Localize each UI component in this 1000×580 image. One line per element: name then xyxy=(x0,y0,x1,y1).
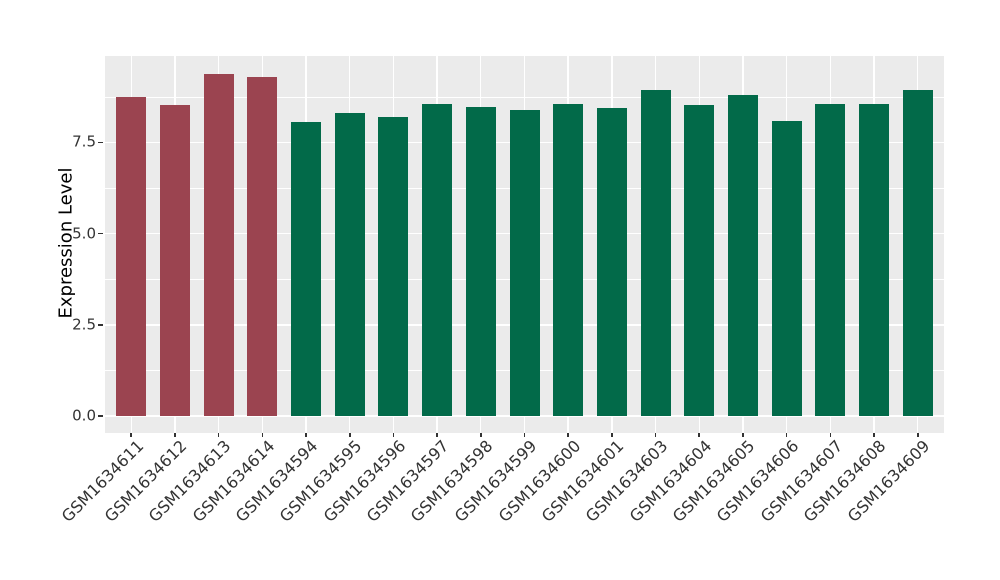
y-tick-label: 7.5 xyxy=(72,133,96,152)
bar-GSM1634614 xyxy=(247,77,278,416)
x-axis-tick xyxy=(785,433,788,437)
y-tick-label: 5.0 xyxy=(72,224,96,243)
bar-GSM1634597 xyxy=(422,104,453,416)
bar-GSM1634601 xyxy=(596,108,627,416)
y-tick-label: 2.5 xyxy=(72,315,96,334)
y-axis-title: Expression Level xyxy=(55,167,77,319)
y-axis-tick xyxy=(98,141,103,144)
x-axis-tick xyxy=(392,433,395,437)
x-axis-tick xyxy=(654,433,657,437)
bar-GSM1634598 xyxy=(465,107,496,416)
bar-GSM1634605 xyxy=(727,95,758,416)
x-axis-tick xyxy=(217,433,220,437)
x-axis-tick xyxy=(916,433,919,437)
x-axis-tick xyxy=(567,433,569,437)
bar-GSM1634594 xyxy=(291,121,321,416)
y-axis-tick xyxy=(98,324,103,326)
bar-GSM1634607 xyxy=(815,104,846,416)
bar-GSM1634611 xyxy=(116,97,147,416)
x-axis-tick xyxy=(742,433,744,437)
bar-GSM1634603 xyxy=(640,90,671,416)
bar-GSM1634604 xyxy=(684,104,715,416)
x-axis-tick xyxy=(873,433,875,437)
bar-GSM1634599 xyxy=(509,109,540,416)
x-axis-tick xyxy=(174,433,176,437)
x-axis-tick xyxy=(480,433,482,437)
bar-GSM1634606 xyxy=(771,120,802,416)
x-axis-tick xyxy=(261,433,264,437)
x-axis-tick xyxy=(698,433,701,437)
x-axis-tick xyxy=(829,433,832,437)
x-axis-tick xyxy=(523,433,526,437)
bar-GSM1634612 xyxy=(159,105,190,416)
bar-GSM1634600 xyxy=(553,104,584,416)
x-axis-tick xyxy=(348,433,351,437)
bar-GSM1634609 xyxy=(902,89,933,416)
x-axis-tick xyxy=(130,433,132,437)
x-axis-tick xyxy=(611,433,613,437)
bar-GSM1634613 xyxy=(203,74,234,416)
x-axis-tick xyxy=(436,433,438,437)
y-axis-tick xyxy=(98,232,103,235)
x-axis-tick xyxy=(305,433,307,437)
bar-GSM1634596 xyxy=(378,116,409,416)
y-axis-tick xyxy=(98,415,103,417)
y-tick-label: 0.0 xyxy=(72,406,96,425)
bar-GSM1634608 xyxy=(859,104,890,416)
plot-panel xyxy=(105,56,944,433)
bar-GSM1634595 xyxy=(334,113,365,416)
